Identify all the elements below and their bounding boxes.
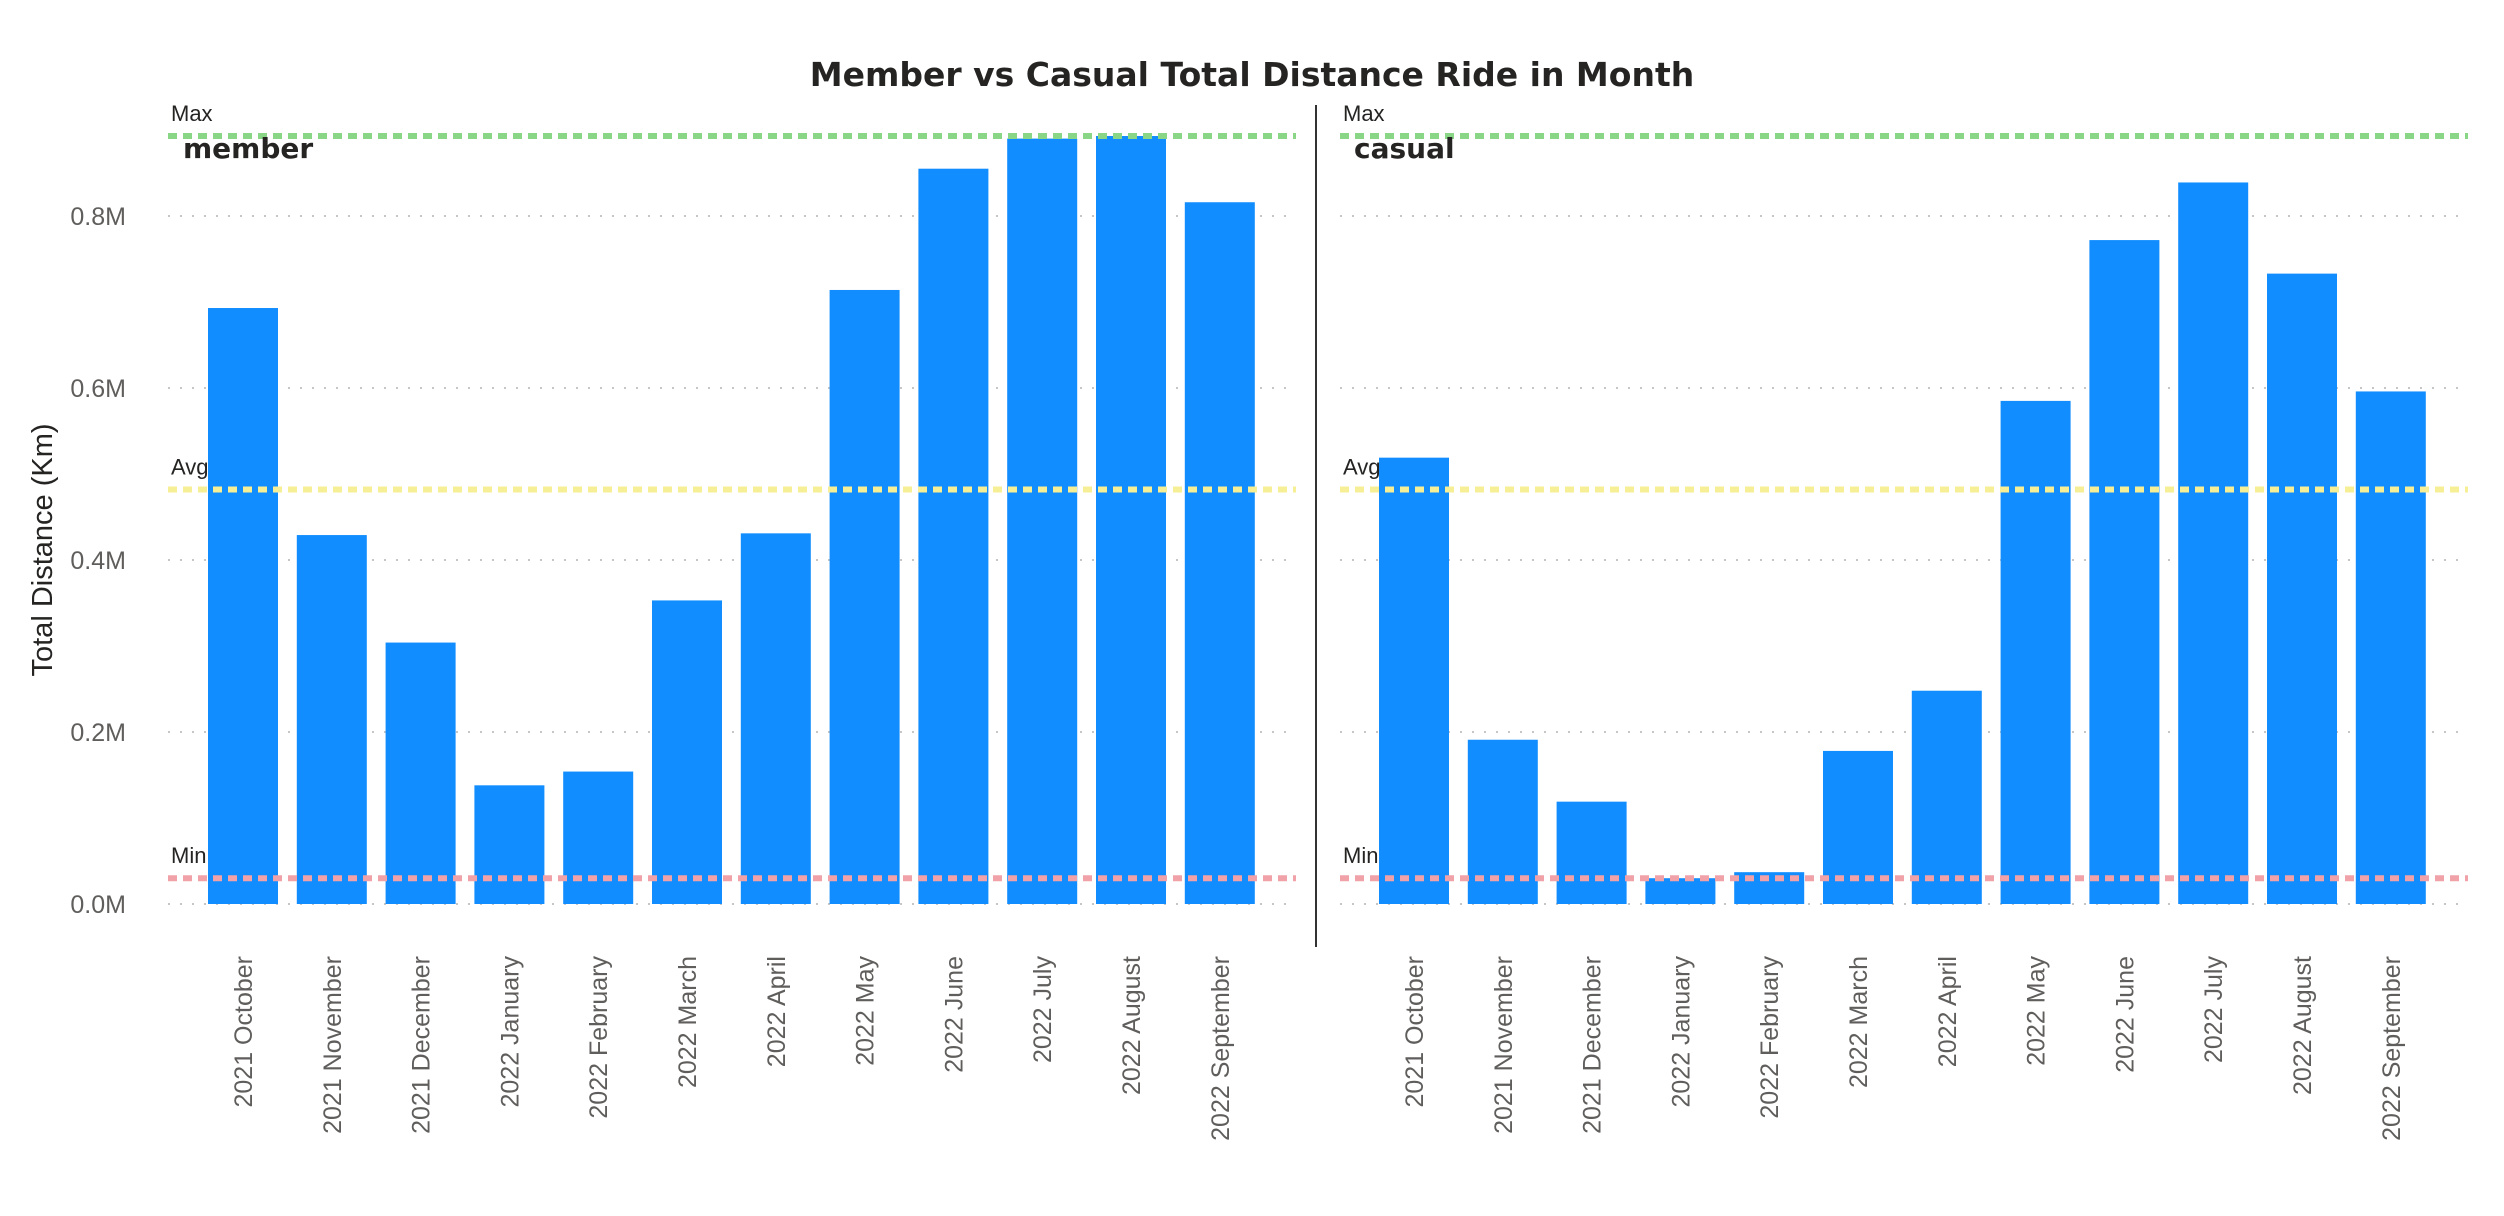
bar-casual-8	[2089, 240, 2160, 904]
x-tick-label: 2022 September	[2378, 956, 2406, 1141]
y-tick-label: 0.4M	[70, 547, 126, 575]
ref-label-min: Min	[1343, 843, 1378, 868]
x-tick-label: 2022 February	[1756, 956, 1784, 1119]
ref-label-min: Min	[171, 843, 206, 868]
bar-member-8	[918, 168, 989, 904]
x-tick-label: 2022 June	[940, 956, 968, 1073]
x-tick-label: 2022 March	[674, 956, 702, 1088]
x-tick-label: 2022 August	[2289, 956, 2317, 1095]
x-tick-label: 2022 September	[1207, 956, 1235, 1141]
bar-casual-0	[1379, 457, 1449, 904]
bar-member-5	[652, 600, 722, 904]
bar-member-7	[829, 289, 900, 905]
panel-title-member: member	[183, 132, 313, 165]
bar-member-6	[740, 533, 811, 904]
x-tick-label: 2022 February	[585, 956, 613, 1119]
x-tick-label: 2022 January	[496, 956, 524, 1108]
x-tick-label: 2022 July	[1029, 956, 1057, 1064]
bar-casual-2	[1556, 801, 1627, 904]
bar-casual-9	[2178, 182, 2249, 904]
panel-casual: Max Avg Min 2021 October 2021 November 2021 D…	[1340, 101, 2468, 1141]
x-tick-label: 2022 June	[2111, 956, 2139, 1073]
bar-member-4	[563, 771, 634, 904]
bar-member-10	[1096, 136, 1166, 904]
ref-label-avg: Avg	[171, 454, 209, 479]
x-tick-label: 2021 October	[230, 956, 258, 1108]
x-tick-label: 2021 November	[1490, 956, 1518, 1134]
x-tick-label: 2022 April	[1934, 956, 1962, 1067]
x-tick-label: 2022 March	[1845, 956, 1873, 1088]
x-tick-label: 2022 May	[2023, 956, 2051, 1066]
x-tick-label: 2022 July	[2200, 956, 2228, 1064]
x-tick-label: 2022 May	[852, 956, 880, 1066]
x-tick-label: 2021 October	[1401, 956, 1429, 1108]
bar-member-1	[296, 535, 367, 904]
x-tick-label: 2021 December	[408, 956, 436, 1134]
ref-label-max: Max	[1343, 101, 1385, 126]
x-tick-label: 2021 November	[319, 956, 347, 1134]
panels: 0.0M 0.2M 0.4M 0.6M 0.8M Max Avg Min 2021 Octobe…	[70, 101, 2468, 1141]
x-tick-label: 2021 December	[1579, 956, 1607, 1134]
x-tick-label: 2022 January	[1667, 956, 1695, 1108]
y-tick-label: 0.6M	[70, 375, 126, 403]
chart-title: Member vs Casual Total Distance Ride in …	[810, 55, 1694, 94]
bar-casual-3	[1645, 878, 1716, 904]
y-tick-label: 0.2M	[70, 719, 126, 747]
bar-member-9	[1007, 138, 1078, 905]
y-tick-label: 0.0M	[70, 891, 126, 919]
bar-member-11	[1184, 202, 1255, 905]
ref-label-max: Max	[171, 101, 213, 126]
bar-member-2	[385, 642, 456, 904]
bar-member-0	[208, 308, 278, 904]
bar-member-3	[474, 785, 545, 904]
x-tick-label: 2022 April	[763, 956, 791, 1067]
bar-casual-11	[2355, 391, 2426, 904]
bar-casual-10	[2267, 273, 2337, 904]
x-tick-label: 2022 August	[1118, 956, 1146, 1095]
ref-label-avg: Avg	[1343, 454, 1381, 479]
y-axis-label: Total Distance (Km)	[27, 423, 59, 676]
bar-casual-7	[2000, 400, 2071, 904]
bar-casual-6	[1911, 690, 1982, 904]
panel-title-casual: casual	[1354, 132, 1455, 165]
panel-member: 0.0M 0.2M 0.4M 0.6M 0.8M Max Avg Min 2021 Octobe…	[70, 101, 1296, 1141]
y-tick-label: 0.8M	[70, 203, 126, 231]
